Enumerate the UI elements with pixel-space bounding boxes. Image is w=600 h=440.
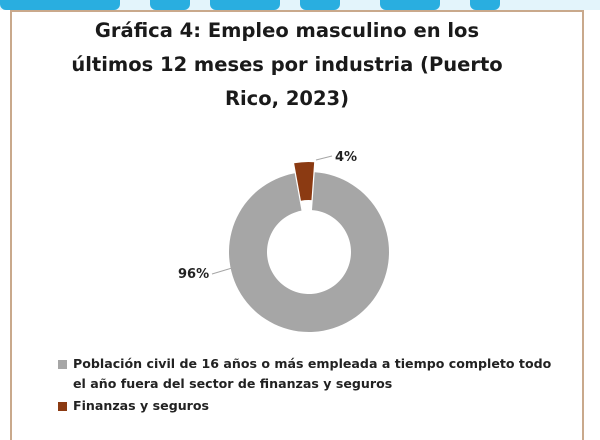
legend-item-poblacion-civil: Población civil de 16 años o más emplead…	[58, 354, 568, 394]
chart-card	[10, 10, 584, 440]
data-label-finanzas-seguros: 4%	[335, 150, 357, 165]
slice-poblacion-civil	[229, 172, 390, 332]
legend-item-finanzas-seguros: Finanzas y seguros	[58, 396, 568, 416]
leader-line-finanzas-seguros	[315, 155, 333, 161]
legend-swatch-poblacion-civil	[58, 360, 67, 369]
top-decoration-strip	[0, 0, 600, 10]
leader-line-poblacion-civil	[211, 267, 233, 275]
slice-finanzas-seguros	[294, 162, 315, 201]
legend-label-poblacion-civil: Población civil de 16 años o más emplead…	[73, 356, 552, 391]
donut-chart: 4% 96%	[178, 150, 390, 332]
legend: Población civil de 16 años o más emplead…	[58, 354, 568, 418]
chart-title: Gráfica 4: Empleo masculino en los últim…	[71, 19, 503, 110]
legend-swatch-finanzas-seguros	[58, 402, 67, 411]
data-label-poblacion-civil: 96%	[178, 267, 209, 282]
legend-label-finanzas-seguros: Finanzas y seguros	[73, 398, 210, 413]
